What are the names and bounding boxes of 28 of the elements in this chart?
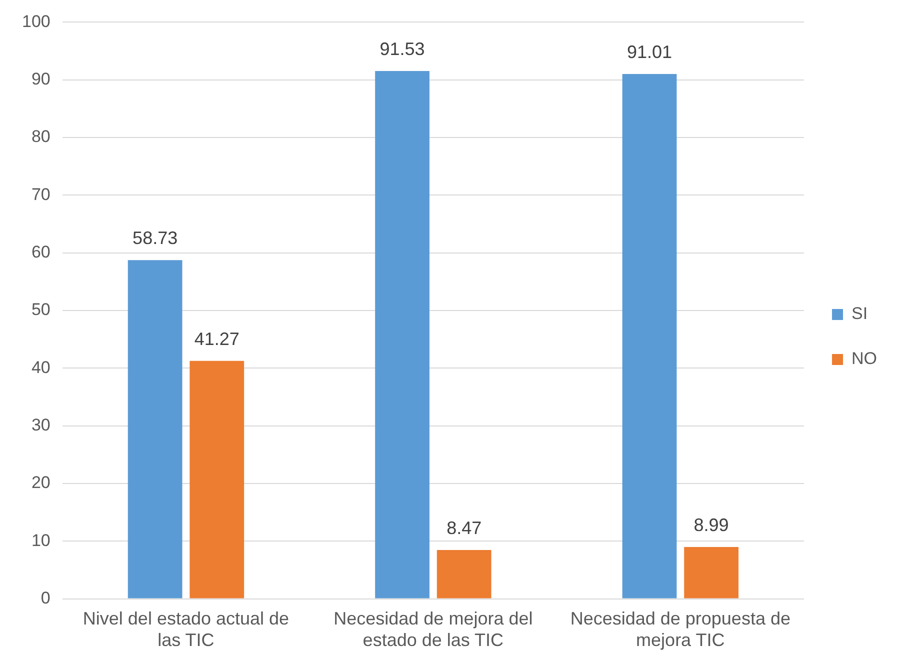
data-label: 41.27 xyxy=(194,328,240,349)
bar xyxy=(684,546,738,598)
bar xyxy=(436,550,492,598)
bar xyxy=(375,71,430,598)
y-tick-label: 40 xyxy=(31,358,50,377)
data-label: 58.73 xyxy=(132,228,178,248)
y-tick-label: 60 xyxy=(31,242,50,262)
y-tick-label: 80 xyxy=(31,127,50,146)
y-tick-label: 90 xyxy=(31,70,50,89)
data-label: 91.01 xyxy=(626,42,672,62)
y-tick-label: 30 xyxy=(31,416,50,435)
y-tick-label: 100 xyxy=(22,12,50,31)
legend-label: SI xyxy=(852,304,868,324)
bar xyxy=(190,360,244,598)
x-tick-label: Nivel del estado actual de las TIC xyxy=(82,608,290,650)
y-tick-label: 50 xyxy=(31,300,50,320)
y-tick-label: 10 xyxy=(31,530,50,550)
data-label: 91.53 xyxy=(380,39,425,60)
legend-label: NO xyxy=(852,349,877,368)
bar xyxy=(128,260,182,598)
data-label: 8.99 xyxy=(694,514,729,535)
data-label: 8.47 xyxy=(446,518,482,538)
y-tick-label: 70 xyxy=(31,184,50,204)
x-tick-label: Necesidad de mejora del estado de las TIC xyxy=(334,608,533,650)
bar xyxy=(622,74,677,598)
x-tick-label: Necesidad de propuesta de mejora TIC xyxy=(570,608,790,650)
y-tick-label: 20 xyxy=(31,473,50,492)
y-tick-label: 0 xyxy=(40,588,50,608)
